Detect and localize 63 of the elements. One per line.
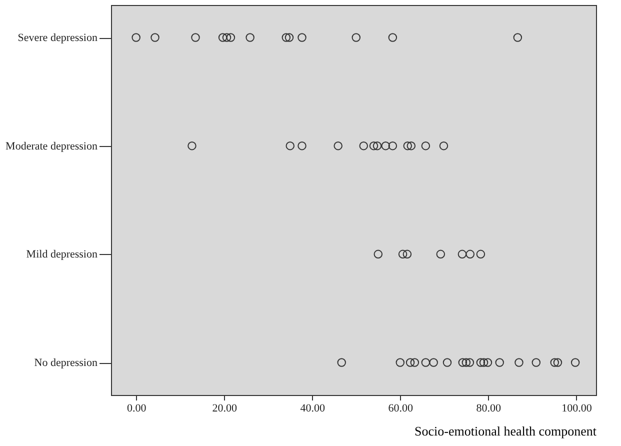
point — [442, 358, 452, 367]
point — [218, 33, 228, 42]
point — [513, 33, 522, 42]
y-tick-label: Moderate depression — [6, 140, 98, 152]
point — [191, 33, 200, 42]
point — [388, 141, 398, 150]
y-tick-label: No depression — [34, 357, 98, 369]
point — [483, 358, 492, 367]
point — [476, 358, 486, 367]
x-tick-label: 60.00 — [388, 402, 414, 414]
point — [465, 358, 474, 367]
point — [334, 141, 342, 150]
point — [352, 33, 361, 42]
point — [436, 250, 446, 259]
point — [532, 358, 541, 367]
point — [553, 358, 562, 367]
point — [458, 250, 467, 259]
point — [374, 250, 383, 259]
point — [282, 33, 291, 42]
point — [132, 33, 140, 42]
point — [406, 358, 415, 367]
point — [372, 141, 382, 150]
point — [388, 33, 398, 42]
x-tick-label: 40.00 — [300, 402, 326, 414]
point — [298, 33, 306, 42]
x-tick-label: 80.00 — [476, 402, 502, 414]
y-tick-label: Mild depression — [26, 248, 98, 261]
point — [222, 33, 232, 42]
point — [466, 250, 474, 259]
point — [429, 358, 438, 367]
point — [226, 33, 236, 42]
point — [421, 358, 430, 367]
x-axis-title: Socio-emotional health component — [414, 424, 597, 438]
point — [462, 358, 471, 367]
point — [514, 358, 524, 367]
point — [284, 33, 294, 42]
point — [246, 33, 254, 42]
y-tick-label: Severe depression — [18, 32, 98, 44]
point — [298, 141, 306, 150]
point — [458, 358, 468, 367]
point — [398, 250, 408, 259]
x-tick-label: 0.00 — [126, 402, 147, 414]
point — [403, 141, 412, 150]
point — [381, 141, 390, 150]
point — [479, 358, 488, 367]
point — [359, 141, 368, 150]
point — [150, 33, 160, 42]
point — [406, 141, 416, 150]
point — [410, 358, 420, 367]
point — [550, 358, 560, 367]
point — [188, 141, 196, 150]
point — [421, 141, 430, 150]
point — [495, 358, 504, 367]
point — [337, 358, 346, 367]
point — [396, 358, 405, 367]
point — [476, 250, 486, 259]
point — [369, 141, 378, 150]
point — [439, 141, 448, 150]
x-tick-label: 20.00 — [212, 402, 238, 414]
point — [570, 358, 580, 367]
point — [402, 250, 412, 259]
point — [286, 141, 294, 150]
x-tick-label: 100.00 — [562, 402, 592, 414]
